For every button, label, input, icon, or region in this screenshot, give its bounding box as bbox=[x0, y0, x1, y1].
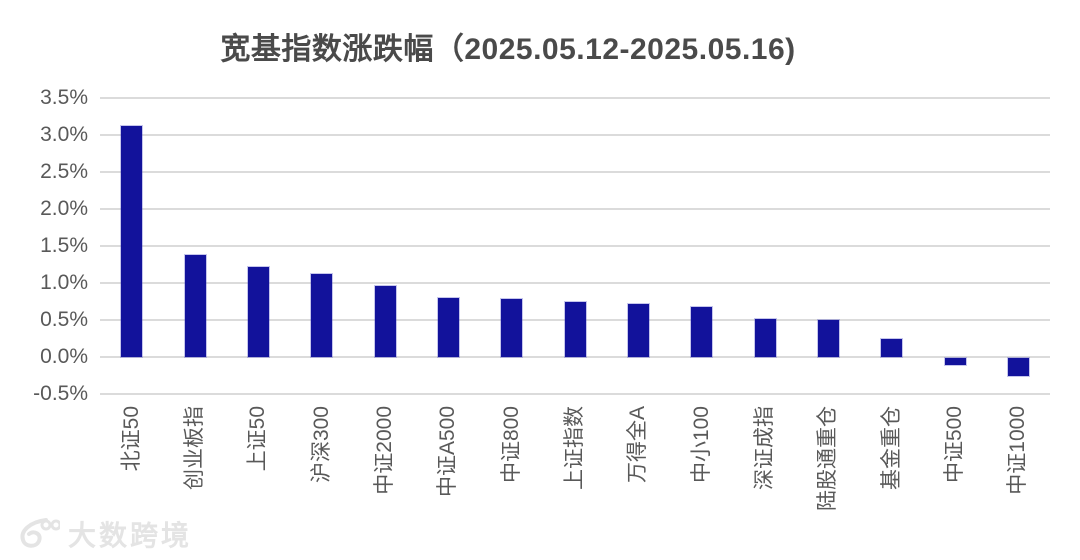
y-axis-tick-label: 1.0% bbox=[40, 271, 88, 294]
x-axis-category-label: 上证50 bbox=[246, 406, 270, 472]
y-axis-tick-label: 0.5% bbox=[40, 308, 88, 331]
gridline bbox=[100, 97, 1050, 99]
x-axis-category-label: 中小100 bbox=[689, 406, 713, 484]
bar-中证A500 bbox=[437, 297, 459, 357]
watermark: 大数跨境 bbox=[16, 514, 192, 554]
y-axis-tick-label: 3.0% bbox=[40, 123, 88, 146]
x-axis-category-label: 沪深300 bbox=[309, 406, 333, 484]
x-axis-category-label: 中证2000 bbox=[373, 406, 396, 495]
x-axis-category-label: 万得全A bbox=[626, 406, 650, 484]
x-axis-category-label: 陆股通重仓 bbox=[816, 406, 840, 511]
gridline bbox=[100, 208, 1050, 210]
gridline bbox=[100, 393, 1050, 395]
gridline bbox=[100, 356, 1050, 358]
bar-上证指数 bbox=[564, 301, 586, 357]
y-axis-tick-label: 0.0% bbox=[40, 345, 88, 368]
bar-陆股通重仓 bbox=[817, 320, 839, 357]
x-axis-category-label: 基金重仓 bbox=[879, 406, 903, 490]
x-axis-category-label: 深证成指 bbox=[753, 406, 776, 490]
bar-中证800 bbox=[501, 299, 523, 357]
gridline bbox=[100, 171, 1050, 173]
bar-创业板指 bbox=[184, 254, 206, 357]
bar-中证2000 bbox=[374, 285, 396, 357]
x-axis-category-label: 北证50 bbox=[119, 406, 143, 472]
chart-title: 宽基指数涨跌幅（2025.05.12-2025.05.16) bbox=[220, 33, 796, 66]
y-axis-tick-label: -0.5% bbox=[33, 382, 88, 405]
y-axis-tick-label: 2.5% bbox=[40, 160, 88, 183]
bar-中小100 bbox=[691, 306, 713, 357]
bar-沪深300 bbox=[311, 274, 333, 357]
bar-中证500 bbox=[944, 358, 966, 366]
bar-中证1000 bbox=[1007, 358, 1029, 376]
x-axis-category-label: 中证A500 bbox=[436, 406, 460, 498]
bar-上证50 bbox=[247, 267, 269, 357]
bar-北证50 bbox=[121, 126, 143, 357]
gridline bbox=[100, 282, 1050, 284]
bar-基金重仓 bbox=[881, 338, 903, 357]
y-axis-tick-label: 2.0% bbox=[40, 197, 88, 220]
x-axis-category-label: 中证500 bbox=[943, 406, 966, 484]
watermark-logo-icon bbox=[20, 518, 60, 548]
gridline bbox=[100, 245, 1050, 247]
x-axis-category-label: 创业板指 bbox=[183, 406, 206, 490]
x-axis-category-label: 中证800 bbox=[499, 406, 523, 484]
bar-深证成指 bbox=[754, 318, 776, 357]
x-axis-category-label: 中证1000 bbox=[1006, 406, 1030, 495]
gridline bbox=[100, 134, 1050, 136]
y-axis-tick-label: 3.5% bbox=[40, 86, 88, 109]
bar-万得全A bbox=[627, 304, 649, 357]
x-axis-category-label: 上证指数 bbox=[563, 406, 586, 490]
y-axis-tick-label: 1.5% bbox=[40, 234, 88, 257]
watermark-text: 大数跨境 bbox=[68, 520, 193, 551]
